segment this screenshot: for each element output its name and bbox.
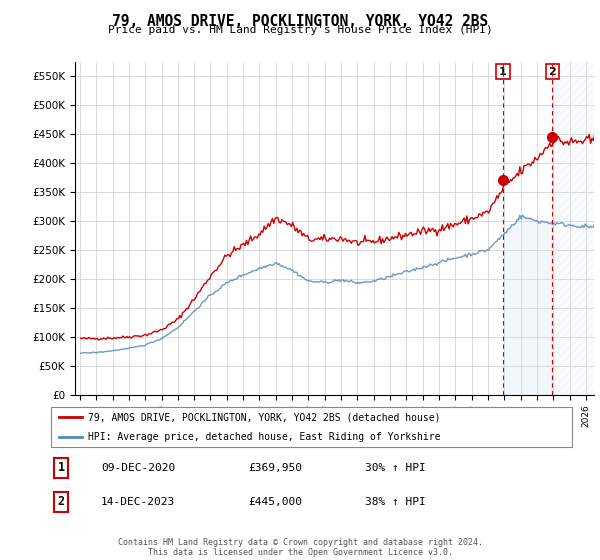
Text: 1: 1 xyxy=(58,461,65,474)
Text: 1: 1 xyxy=(499,67,507,77)
Text: 30% ↑ HPI: 30% ↑ HPI xyxy=(365,463,425,473)
Text: Price paid vs. HM Land Registry's House Price Index (HPI): Price paid vs. HM Land Registry's House … xyxy=(107,25,493,35)
Text: HPI: Average price, detached house, East Riding of Yorkshire: HPI: Average price, detached house, East… xyxy=(88,432,440,442)
Text: 79, AMOS DRIVE, POCKLINGTON, YORK, YO42 2BS (detached house): 79, AMOS DRIVE, POCKLINGTON, YORK, YO42 … xyxy=(88,412,440,422)
Text: 2: 2 xyxy=(58,496,65,508)
Text: 38% ↑ HPI: 38% ↑ HPI xyxy=(365,497,425,507)
Text: 09-DEC-2020: 09-DEC-2020 xyxy=(101,463,175,473)
Text: 14-DEC-2023: 14-DEC-2023 xyxy=(101,497,175,507)
Text: 2: 2 xyxy=(548,67,556,77)
Text: Contains HM Land Registry data © Crown copyright and database right 2024.
This d: Contains HM Land Registry data © Crown c… xyxy=(118,538,482,557)
Text: 79, AMOS DRIVE, POCKLINGTON, YORK, YO42 2BS: 79, AMOS DRIVE, POCKLINGTON, YORK, YO42 … xyxy=(112,14,488,29)
FancyBboxPatch shape xyxy=(50,407,572,447)
Text: £369,950: £369,950 xyxy=(248,463,302,473)
Text: £445,000: £445,000 xyxy=(248,497,302,507)
